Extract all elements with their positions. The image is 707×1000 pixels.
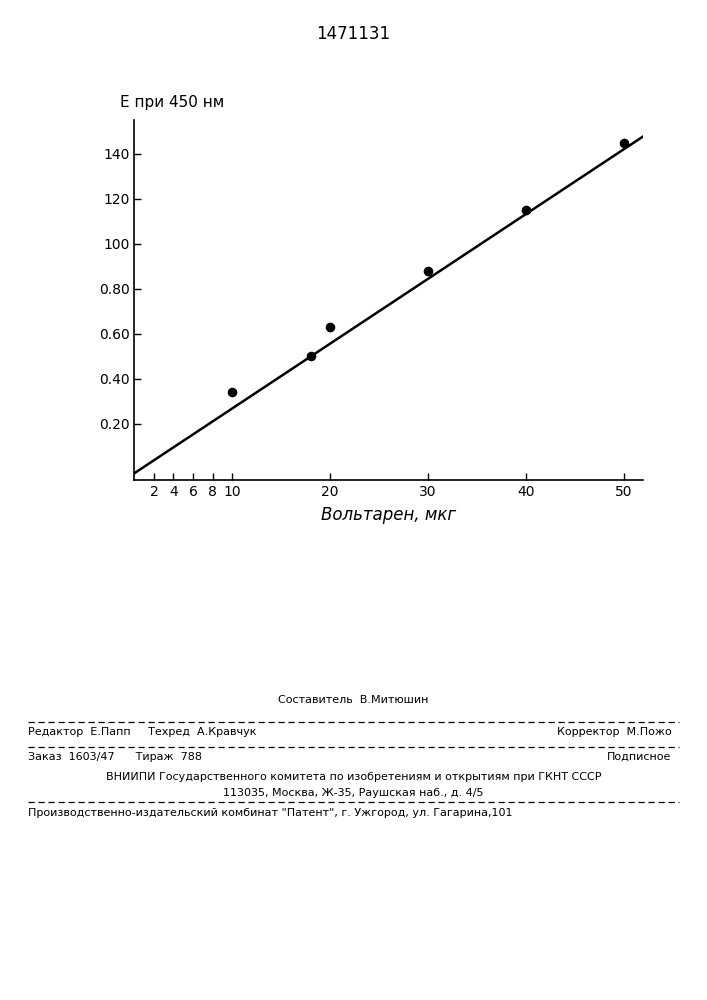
Text: Составитель  В.Митюшин: Составитель В.Митюшин: [279, 695, 428, 705]
Text: Заказ  1603/47      Тираж  788: Заказ 1603/47 Тираж 788: [28, 752, 202, 762]
Point: [305, 348, 316, 364]
Text: ВНИИПИ Государственного комитета по изобретениям и открытиям при ГКНТ СССР: ВНИИПИ Государственного комитета по изоб…: [106, 772, 601, 782]
Text: Корректор  М.Пожо: Корректор М.Пожо: [557, 727, 672, 737]
Text: Подписное: Подписное: [607, 752, 672, 762]
X-axis label: Вольтарен, мкг: Вольтарен, мкг: [321, 506, 457, 524]
Text: 113035, Москва, Ж-35, Раушская наб., д. 4/5: 113035, Москва, Ж-35, Раушская наб., д. …: [223, 788, 484, 798]
Point: [520, 202, 532, 218]
Text: Редактор  Е.Папп     Техред  А.Кравчук: Редактор Е.Папп Техред А.Кравчук: [28, 727, 257, 737]
Point: [325, 319, 336, 335]
Point: [618, 134, 629, 150]
Text: 1471131: 1471131: [317, 25, 390, 43]
Text: E при 450 нм: E при 450 нм: [120, 95, 224, 110]
Point: [422, 263, 433, 279]
Point: [226, 384, 238, 400]
Text: Производственно-издательский комбинат "Патент", г. Ужгород, ул. Гагарина,101: Производственно-издательский комбинат "П…: [28, 808, 513, 818]
